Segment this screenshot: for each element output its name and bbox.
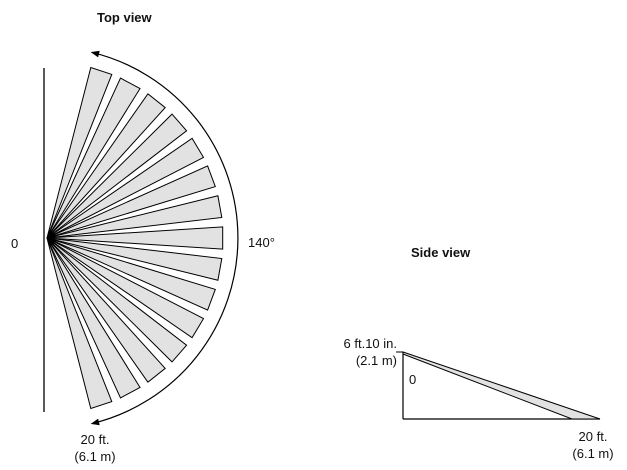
detection-zone-11 <box>46 237 205 339</box>
side-view-detection-beam <box>402 351 601 420</box>
detection-zone-8 <box>46 226 224 250</box>
detection-zone-7 <box>46 195 223 239</box>
side-view-height-label-m: (2.1 m) <box>356 353 397 368</box>
coverage-angle-arc <box>90 50 239 426</box>
top-view-range-label-ft: 20 ft. <box>81 432 110 447</box>
side-view-diagram: Side view 6 ft.10 in. (2.1 m) 0 20 ft. (… <box>344 245 614 461</box>
detection-zone-12 <box>46 237 188 363</box>
top-view-detection-zones <box>46 66 224 410</box>
top-view-diagram: Top view 0 140° 20 ft. (6.1 m) <box>11 10 275 464</box>
detection-zone-9 <box>46 237 223 281</box>
top-view-origin-label: 0 <box>11 236 18 251</box>
detection-zone-4 <box>46 113 188 239</box>
side-view-range-label-ft: 20 ft. <box>579 429 608 444</box>
side-view-title: Side view <box>411 245 471 260</box>
top-view-angle-label: 140° <box>248 235 275 250</box>
side-view-origin-label: 0 <box>409 372 416 387</box>
side-view-height-label-ft: 6 ft.10 in. <box>344 336 397 351</box>
side-view-range-label-m: (6.1 m) <box>572 446 613 461</box>
detection-zone-5 <box>46 137 205 239</box>
detection-zone-10 <box>46 237 216 311</box>
detection-zone-6 <box>46 165 216 239</box>
top-view-range-label-m: (6.1 m) <box>74 449 115 464</box>
top-view-title: Top view <box>97 10 153 25</box>
